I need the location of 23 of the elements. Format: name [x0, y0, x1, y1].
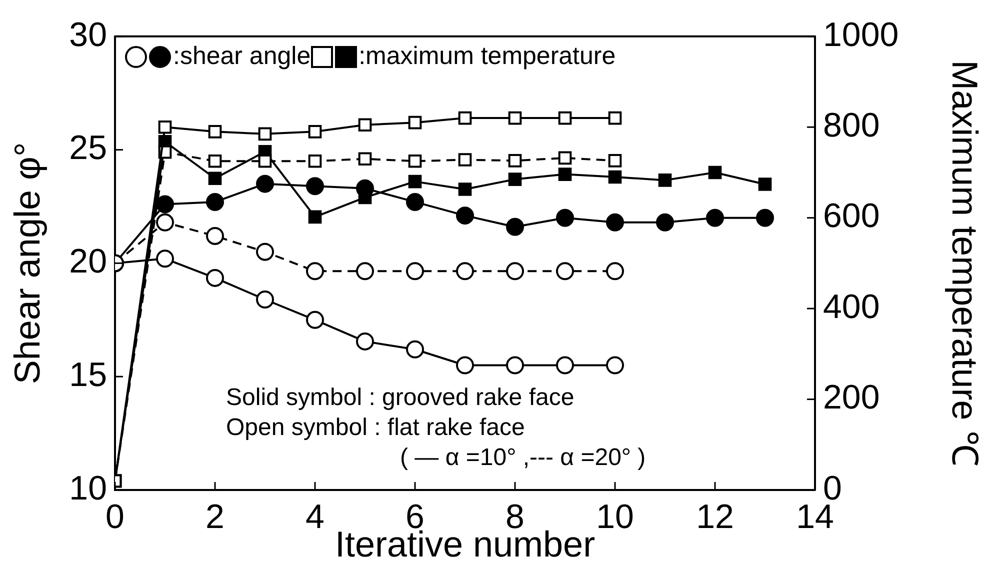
annotation: Solid symbol : grooved rake face: [226, 384, 574, 412]
y2-tick-label: 600: [823, 197, 880, 236]
annotation: :shear angle: [173, 42, 311, 71]
y-tick-label: 30: [69, 16, 107, 54]
y-tick-label: 10: [69, 469, 107, 508]
x-tick-label: 2: [206, 498, 224, 536]
x-tick-label: 10: [596, 498, 634, 536]
x-tick-label: 12: [696, 498, 734, 536]
y2-tick-label: 200: [823, 378, 880, 417]
x-tick-label: 8: [506, 498, 524, 536]
y-tick-label: 25: [69, 129, 107, 168]
annotation: Open symbol : flat rake face: [226, 414, 525, 442]
y-axis-title: Shear angle φ°: [6, 142, 48, 384]
y-tick-label: 20: [69, 242, 107, 281]
x-tick-label: 4: [306, 498, 324, 536]
x-tick-label: 0: [106, 498, 124, 536]
annotation: ( — α =10° ,--- α =20° ): [400, 444, 646, 472]
annotation: :maximum temperature: [358, 42, 616, 71]
y2-tick-label: 400: [823, 288, 880, 326]
y2-tick-label: 800: [823, 106, 880, 144]
y2-tick-label: 1000: [823, 16, 899, 54]
y2-axis-title: Maximum temperature ℃: [944, 60, 986, 466]
y-tick-label: 15: [69, 356, 107, 394]
